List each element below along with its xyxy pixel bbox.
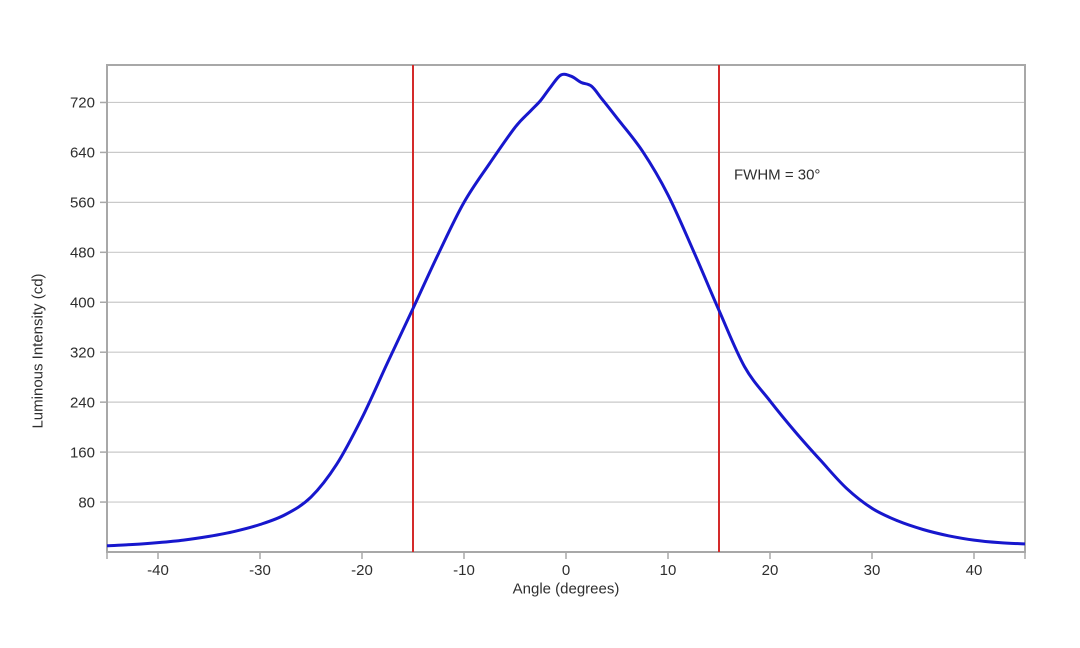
y-axis-title: Luminous Intensity (cd) bbox=[29, 273, 47, 429]
x-tick-label: -40 bbox=[147, 562, 169, 579]
x-tick-label: 10 bbox=[660, 562, 677, 579]
y-tick-label: 720 bbox=[70, 95, 95, 112]
y-tick-label: 640 bbox=[70, 145, 95, 162]
y-tick-label: 240 bbox=[70, 394, 95, 411]
fwhm-annotation: FWHM = 30° bbox=[734, 166, 821, 184]
y-tick-label: 560 bbox=[70, 195, 95, 212]
x-axis-title: Angle (degrees) bbox=[512, 580, 620, 598]
x-tick-label: 0 bbox=[562, 562, 570, 579]
luminous-intensity-vs-angle bbox=[107, 72, 1025, 548]
x-tick-label: -10 bbox=[453, 562, 475, 579]
y-tick-label: 320 bbox=[70, 344, 95, 361]
y-tick-label: 480 bbox=[70, 245, 95, 262]
y-tick-label: 80 bbox=[78, 494, 95, 511]
x-tick-label: 20 bbox=[762, 562, 779, 579]
x-tick-label: 40 bbox=[966, 562, 983, 579]
y-tick-label: 160 bbox=[70, 444, 95, 461]
x-tick-label: -20 bbox=[351, 562, 373, 579]
x-tick-label: 30 bbox=[864, 562, 881, 579]
y-tick-label: 400 bbox=[70, 295, 95, 312]
x-tick-label: -30 bbox=[249, 562, 271, 579]
plot-border bbox=[106, 64, 1026, 553]
